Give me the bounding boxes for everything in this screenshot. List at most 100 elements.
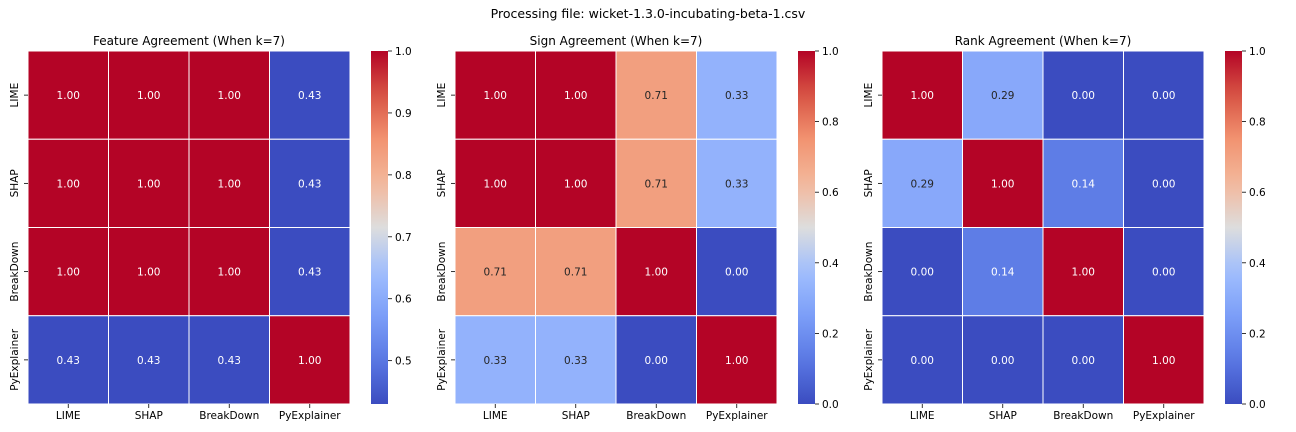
y-tick-label: SHAP bbox=[436, 169, 448, 197]
cell-value-label: 0.43 bbox=[218, 355, 241, 367]
y-tick-label: PyExplainer bbox=[9, 328, 21, 390]
cell-value-label: 1.00 bbox=[218, 267, 241, 279]
cell-value-label: 0.00 bbox=[991, 355, 1014, 367]
heatmap-panel-2: Sign Agreement (When k=7) 1.00 1.00 0.71 0.3… bbox=[436, 34, 839, 422]
cell-value-label: 1.00 bbox=[564, 178, 587, 190]
heatmap-cell-shap-lime bbox=[27, 138, 109, 228]
heatmap-cell-breakdown-lime bbox=[27, 227, 109, 317]
cell-value-label: 0.00 bbox=[1072, 355, 1095, 367]
y-tick-label: PyExplainer bbox=[436, 328, 448, 390]
y-tick-label: LIME bbox=[863, 83, 875, 108]
heatmap-cell-lime-lime bbox=[454, 50, 536, 140]
heatmap-cell-pyexplainer-lime bbox=[454, 315, 536, 405]
y-tick-label: BreakDown bbox=[436, 242, 448, 302]
colorbar bbox=[371, 51, 388, 404]
heatmap-cell-breakdown-breakdown bbox=[188, 227, 270, 317]
colorbar-tick-label: 0.6 bbox=[395, 294, 412, 306]
heatmap-cell-breakdown-shap bbox=[535, 227, 617, 317]
x-tick-label: LIME bbox=[910, 410, 935, 422]
heatmap-cell-pyexplainer-breakdown bbox=[188, 315, 270, 405]
cell-value-label: 1.00 bbox=[1152, 355, 1175, 367]
heatmap-cell-breakdown-lime bbox=[881, 227, 963, 317]
heatmap-cell-lime-breakdown bbox=[1042, 50, 1124, 140]
chart-title: Rank Agreement (When k=7) bbox=[955, 34, 1132, 48]
heatmap-cell-shap-shap bbox=[962, 138, 1044, 228]
x-tick-label: LIME bbox=[483, 410, 508, 422]
cell-value-label: 0.00 bbox=[911, 355, 934, 367]
heatmap-cell-breakdown-pyexplainer bbox=[696, 227, 778, 317]
colorbar-tick-label: 0.0 bbox=[1249, 399, 1266, 411]
heatmap-cell-lime-shap bbox=[535, 50, 617, 140]
x-tick-label: PyExplainer bbox=[279, 410, 341, 422]
heatmap-cell-lime-breakdown bbox=[615, 50, 697, 140]
cell-value-label: 1.00 bbox=[218, 178, 241, 190]
cell-value-label: 0.43 bbox=[298, 267, 321, 279]
colorbar bbox=[1225, 51, 1242, 404]
heatmap-cell-pyexplainer-shap bbox=[962, 315, 1044, 405]
x-tick-label: SHAP bbox=[135, 410, 163, 422]
heatmap-cell-shap-lime bbox=[454, 138, 536, 228]
colorbar-tick-label: 0.2 bbox=[1249, 328, 1266, 340]
colorbar-tick-label: 1.0 bbox=[822, 46, 839, 58]
heatmap-cell-pyexplainer-lime bbox=[27, 315, 109, 405]
figure-suptitle: Processing file: wicket-1.3.0-incubating… bbox=[490, 6, 806, 21]
cell-value-label: 1.00 bbox=[645, 267, 668, 279]
colorbar bbox=[798, 51, 815, 404]
cell-value-label: 1.00 bbox=[1072, 267, 1095, 279]
colorbar-tick-label: 1.0 bbox=[395, 46, 412, 58]
x-tick-label: PyExplainer bbox=[1133, 410, 1195, 422]
cell-value-label: 0.33 bbox=[484, 355, 507, 367]
heatmap-panel-3: Rank Agreement (When k=7) 1.00 0.29 0.00 0.0… bbox=[863, 34, 1266, 422]
y-tick-label: LIME bbox=[9, 83, 21, 108]
cell-value-label: 0.71 bbox=[645, 178, 668, 190]
cell-value-label: 0.71 bbox=[564, 267, 587, 279]
colorbar-tick-label: 0.7 bbox=[395, 232, 412, 244]
colorbar-tick-label: 0.0 bbox=[822, 399, 839, 411]
heatmap-cell-pyexplainer-pyexplainer bbox=[269, 315, 351, 405]
cell-value-label: 0.33 bbox=[725, 178, 748, 190]
cell-value-label: 1.00 bbox=[137, 90, 160, 102]
cell-value-label: 0.71 bbox=[645, 90, 668, 102]
cell-value-label: 1.00 bbox=[218, 90, 241, 102]
heatmap-cell-pyexplainer-breakdown bbox=[615, 315, 697, 405]
cell-value-label: 0.43 bbox=[57, 355, 80, 367]
heatmap-cell-pyexplainer-shap bbox=[535, 315, 617, 405]
colorbar-tick-label: 0.8 bbox=[822, 117, 839, 129]
colorbar-tick-label: 0.6 bbox=[822, 187, 839, 199]
cell-value-label: 0.71 bbox=[484, 267, 507, 279]
colorbar-tick-label: 1.0 bbox=[1249, 46, 1266, 58]
heatmap-cell-shap-pyexplainer bbox=[269, 138, 351, 228]
y-tick-label: PyExplainer bbox=[863, 328, 875, 390]
heatmap-cell-shap-pyexplainer bbox=[1123, 138, 1205, 228]
x-tick-label: BreakDown bbox=[199, 410, 259, 422]
cell-value-label: 1.00 bbox=[137, 267, 160, 279]
cell-value-label: 0.00 bbox=[1152, 267, 1175, 279]
cell-value-label: 0.29 bbox=[991, 90, 1014, 102]
heatmap-cell-shap-breakdown bbox=[1042, 138, 1124, 228]
heatmap-cell-lime-pyexplainer bbox=[696, 50, 778, 140]
y-tick-label: BreakDown bbox=[863, 242, 875, 302]
cell-value-label: 1.00 bbox=[991, 178, 1014, 190]
x-tick-label: PyExplainer bbox=[706, 410, 768, 422]
heatmap-cell-lime-shap bbox=[962, 50, 1044, 140]
cell-value-label: 0.43 bbox=[298, 178, 321, 190]
x-tick-label: SHAP bbox=[989, 410, 1017, 422]
cell-value-label: 0.00 bbox=[1152, 90, 1175, 102]
chart-title: Sign Agreement (When k=7) bbox=[530, 34, 703, 48]
heatmap-cell-pyexplainer-pyexplainer bbox=[696, 315, 778, 405]
cell-value-label: 0.43 bbox=[298, 90, 321, 102]
cell-value-label: 0.43 bbox=[137, 355, 160, 367]
chart-title: Feature Agreement (When k=7) bbox=[93, 34, 285, 48]
heatmap-cell-breakdown-pyexplainer bbox=[1123, 227, 1205, 317]
heatmap-cell-lime-pyexplainer bbox=[269, 50, 351, 140]
heatmap-cell-pyexplainer-shap bbox=[108, 315, 190, 405]
y-tick-label: LIME bbox=[436, 83, 448, 108]
cell-value-label: 0.00 bbox=[645, 355, 668, 367]
cell-value-label: 1.00 bbox=[484, 178, 507, 190]
cell-value-label: 0.00 bbox=[1152, 178, 1175, 190]
heatmap-cell-lime-lime bbox=[881, 50, 963, 140]
heatmap-cell-breakdown-pyexplainer bbox=[269, 227, 351, 317]
cell-value-label: 1.00 bbox=[298, 355, 321, 367]
y-tick-label: SHAP bbox=[9, 169, 21, 197]
